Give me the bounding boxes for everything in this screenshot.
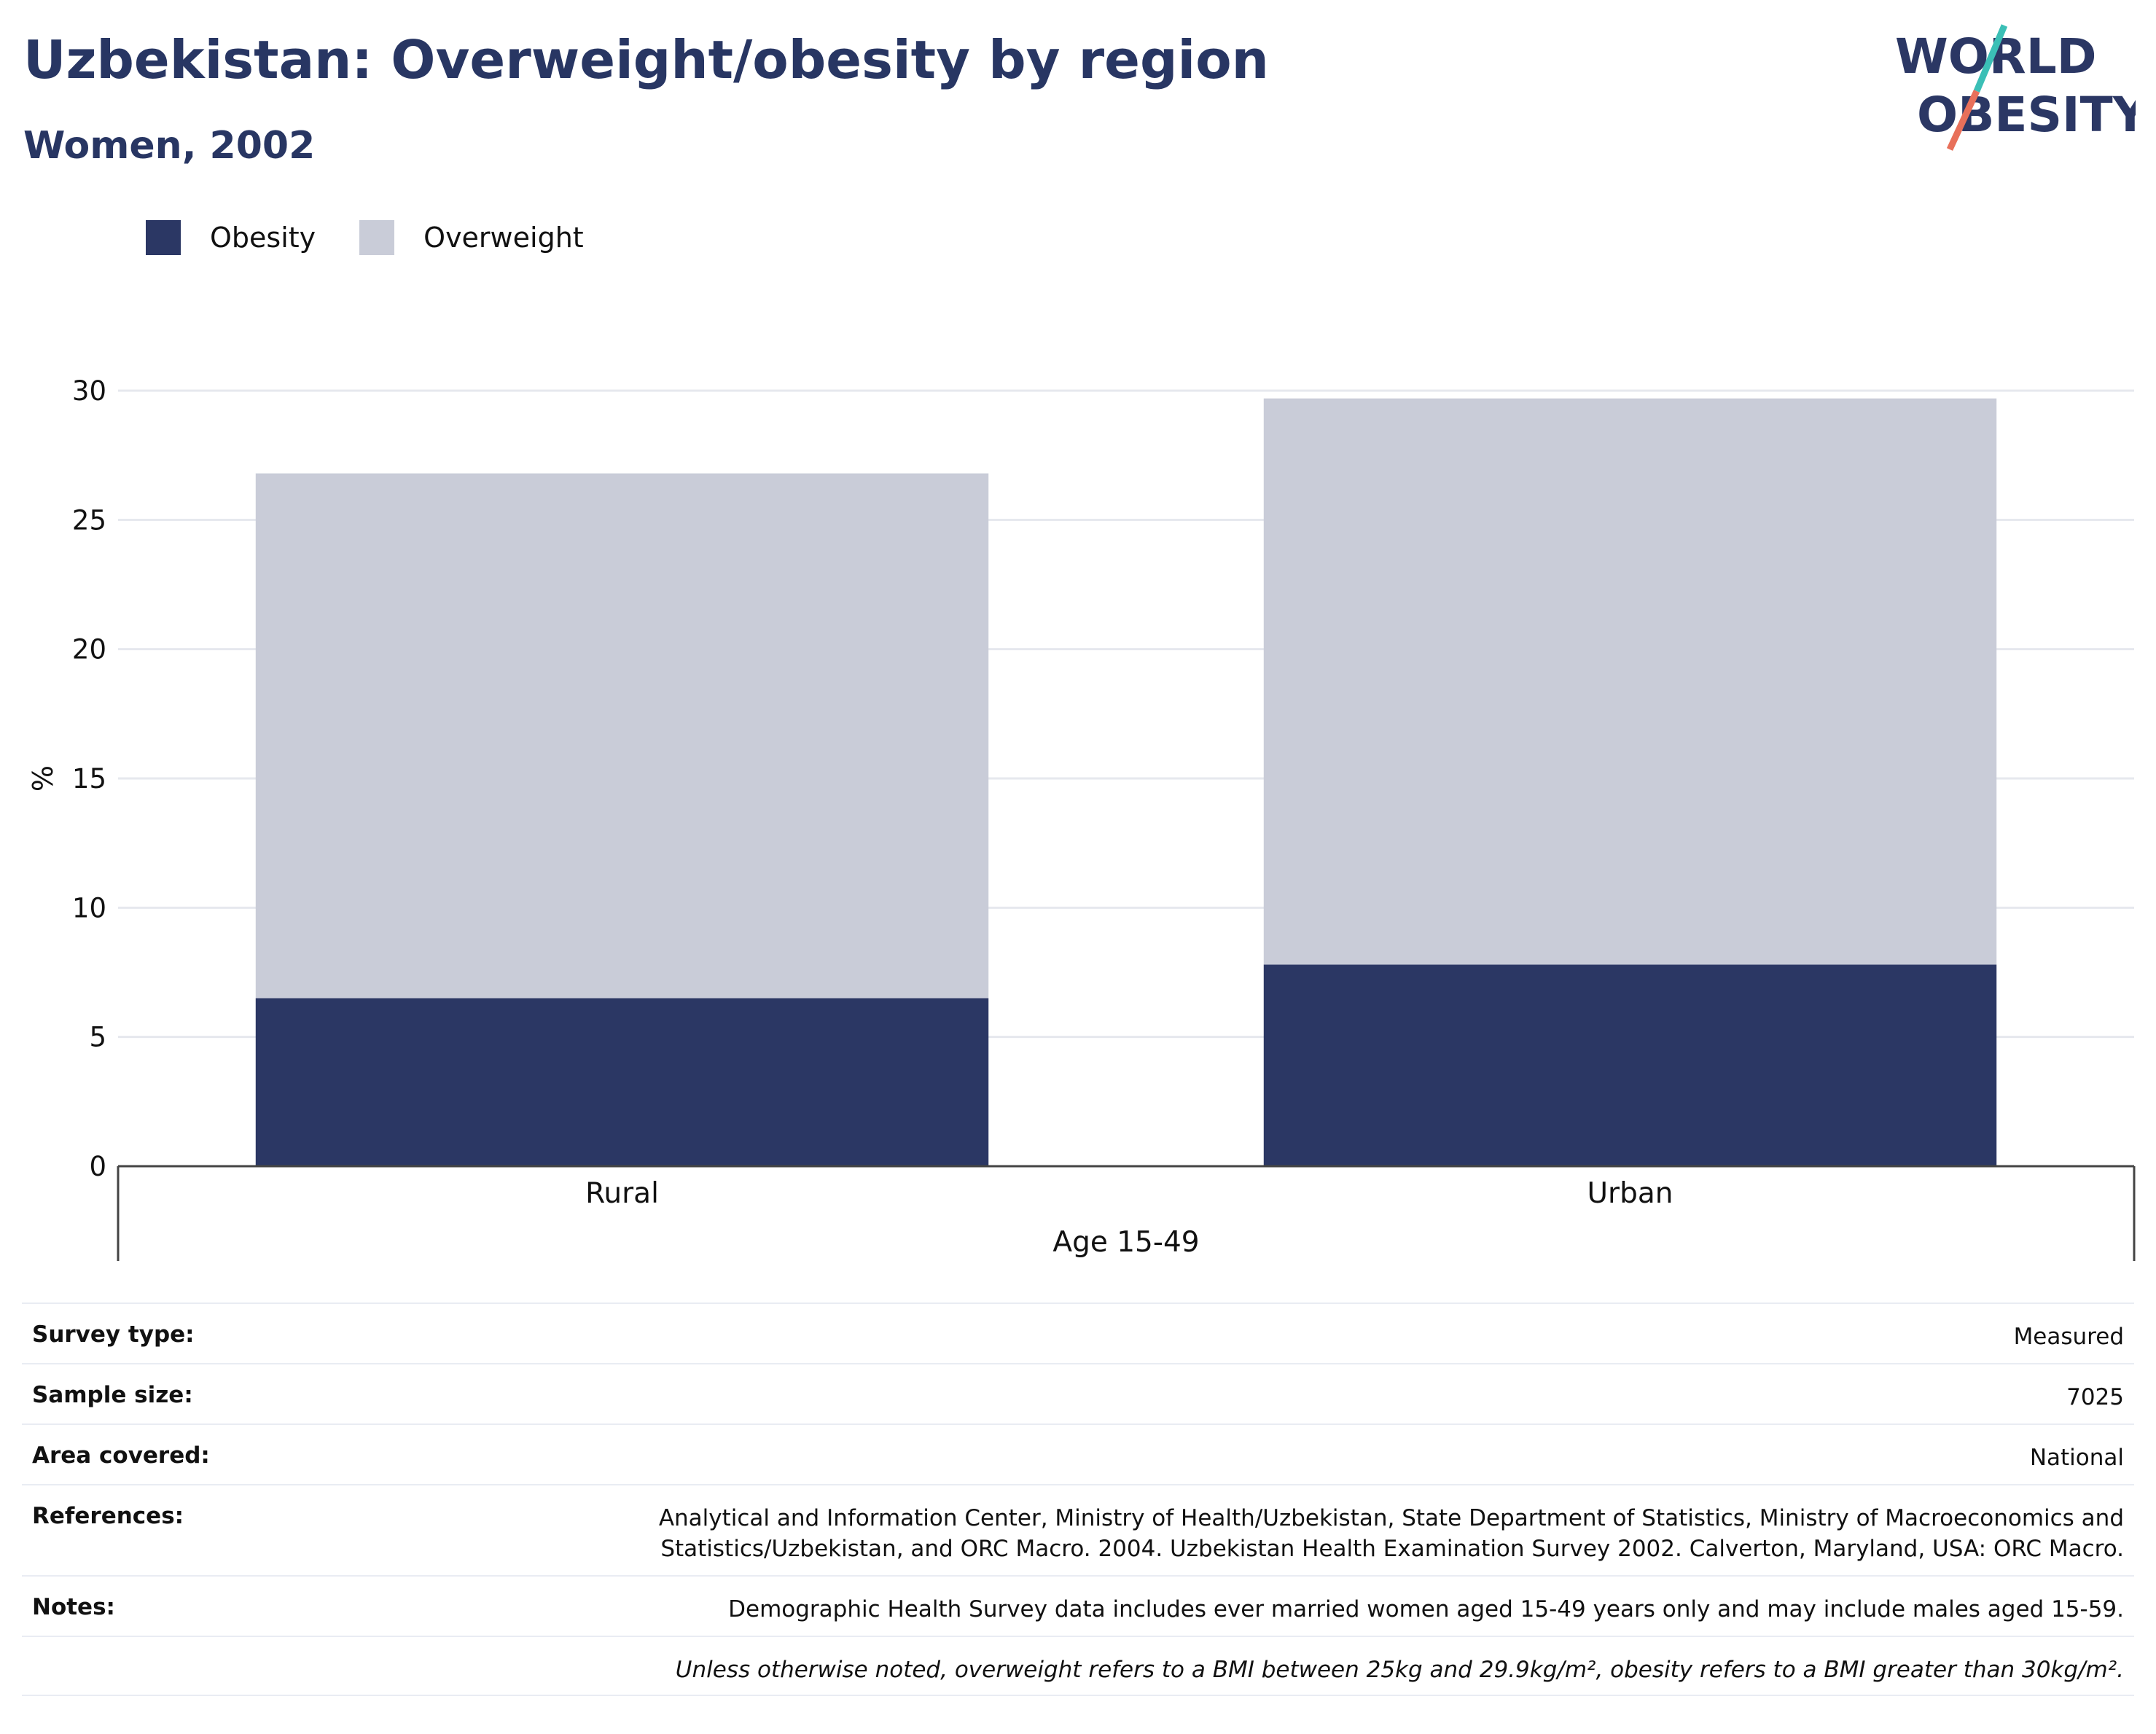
legend-swatch-obesity (146, 220, 181, 255)
chart-title: Uzbekistan: Overweight/obesity by region (23, 29, 1269, 90)
info-value: Analytical and Information Center, Minis… (658, 1505, 2124, 1562)
info-row-references: References: Analytical and Information C… (22, 1484, 2134, 1575)
info-value: Demographic Health Survey data includes … (728, 1596, 2124, 1622)
world-obesity-logo: WORLD OBESITY (1895, 24, 2136, 151)
info-row-sample-size: Sample size: 7025 (22, 1363, 2134, 1423)
y-tick-label: 20 (72, 634, 106, 665)
y-tick-label: 0 (89, 1151, 106, 1182)
y-tick-label: 30 (72, 375, 106, 407)
bar-overweight-rural (255, 473, 989, 999)
bar-overweight-urban (1263, 398, 1997, 965)
legend-item-obesity[interactable]: Obesity (146, 220, 316, 255)
y-axis-label: % (27, 765, 59, 792)
survey-info-table: Survey type: Measured Sample size: 7025 … (22, 1303, 2134, 1696)
info-value: Unless otherwise noted, overweight refer… (675, 1657, 2124, 1683)
legend-item-overweight[interactable]: Overweight (359, 220, 584, 255)
x-tick-label: Urban (1587, 1177, 1673, 1210)
info-row-survey-type: Survey type: Measured (22, 1303, 2134, 1363)
y-tick-label: 25 (72, 504, 106, 536)
logo-line2: OBESITY (1917, 87, 2136, 143)
info-row-area-covered: Area covered: National (22, 1423, 2134, 1484)
logo-line1: WORLD (1895, 28, 2097, 85)
info-label: Survey type: (32, 1321, 195, 1348)
info-row-notes: Notes: Demographic Health Survey data in… (22, 1575, 2134, 1636)
y-tick-label: 5 (89, 1022, 106, 1053)
legend-label-overweight: Overweight (423, 222, 584, 254)
legend: Obesity Overweight (146, 219, 628, 257)
bar-obesity-rural (255, 998, 989, 1166)
y-tick-label: 15 (72, 763, 106, 794)
chart-subtitle: Women, 2002 (23, 124, 316, 168)
logo-slash-teal (1973, 24, 2008, 93)
info-label: Notes: (32, 1594, 115, 1620)
x-axis-label: Age 15-49 (1052, 1226, 1199, 1259)
info-label: Sample size: (32, 1382, 193, 1408)
y-tick-label: 10 (72, 892, 106, 923)
info-value: 7025 (2066, 1384, 2124, 1410)
info-value: Measured (2013, 1324, 2124, 1350)
bar-obesity-urban (1263, 964, 1997, 1166)
info-value: National (2029, 1445, 2124, 1471)
x-tick-label: Rural (585, 1177, 659, 1210)
bar-chart: 0 5 10 15 20 25 30% Rural Urban Age 15-49 (27, 375, 2136, 1261)
info-label: Area covered: (32, 1442, 210, 1469)
info-row-definition: Unless otherwise noted, overweight refer… (22, 1636, 2134, 1696)
legend-swatch-overweight (359, 220, 395, 255)
info-label: References: (32, 1503, 184, 1529)
legend-label-obesity: Obesity (210, 222, 316, 254)
logo-slash-coral (1946, 90, 1980, 151)
